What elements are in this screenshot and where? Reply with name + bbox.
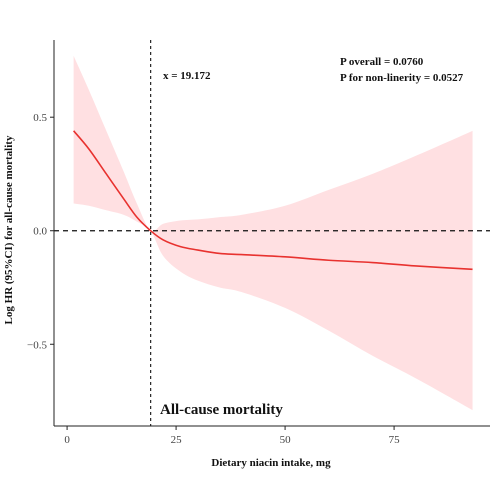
x-tick-label: 0 — [64, 434, 70, 446]
confidence-band — [73, 55, 473, 411]
confidence-band-layer — [73, 55, 473, 411]
axes-layer — [53, 40, 490, 427]
reference-lines-layer — [54, 40, 490, 426]
spline-curve — [73, 130, 473, 271]
x-tick-label: 25 — [171, 434, 183, 446]
ticks-layer: 0 25 50 75 0.5 0.0 −0.5 — [27, 112, 400, 446]
y-tick-label: −0.5 — [27, 339, 47, 351]
p-nonlinearity-annotation: P for non-linerity = 0.0527 — [340, 72, 464, 84]
x-reference-label: x = 19.172 — [163, 70, 211, 82]
x-tick-label: 75 — [389, 434, 401, 446]
chart-title: All-cause mortality — [160, 402, 283, 418]
x-axis-label: Dietary niacin intake, mg — [211, 457, 331, 469]
p-overall-annotation: P overall = 0.0760 — [340, 56, 424, 68]
y-axis-label: Log HR (95%CI) for all-cause mortality — [3, 135, 15, 324]
y-tick-label: 0.5 — [33, 112, 47, 124]
x-tick-label: 50 — [280, 434, 292, 446]
y-tick-label: 0.0 — [33, 226, 47, 238]
spline-curve-layer — [73, 130, 473, 271]
